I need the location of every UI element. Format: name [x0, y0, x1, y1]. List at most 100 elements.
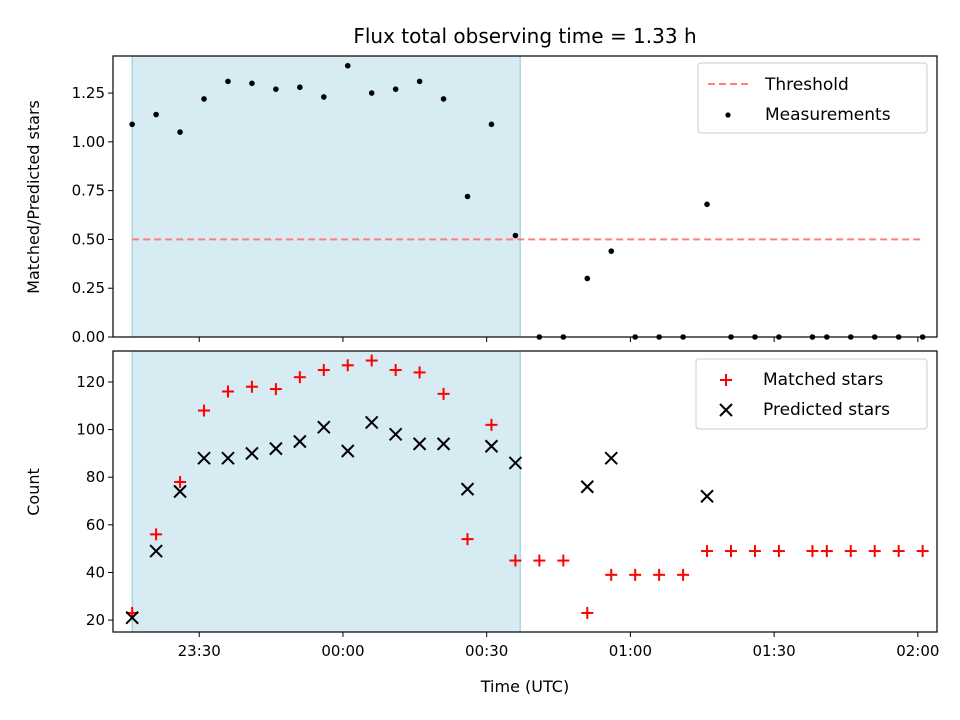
matched-star-point — [701, 545, 714, 558]
matched-star-point — [198, 404, 211, 417]
measurement-point — [584, 275, 591, 282]
matched-star-point — [461, 533, 474, 546]
matched-star-point — [748, 545, 761, 558]
matched-star-point — [916, 545, 929, 558]
legend-predicted-swatch — [719, 403, 733, 417]
x-tick-label: 02:00 — [896, 642, 939, 660]
predicted-star-point — [245, 446, 259, 461]
y-tick-label: 100 — [76, 421, 105, 439]
matched-star-point — [341, 359, 354, 372]
top-legend: Threshold Measurements — [697, 62, 928, 134]
y-tick-label: 1.00 — [72, 133, 105, 151]
predicted-star-point — [412, 437, 427, 451]
legend-measurements-label: Measurements — [765, 105, 891, 125]
predicted-star-point — [388, 427, 403, 442]
matched-star-point — [653, 568, 666, 581]
matched-star-point — [557, 554, 570, 567]
matched-star-point — [317, 364, 330, 377]
predicted-star-point — [197, 451, 211, 465]
y-tick-label: 40 — [86, 563, 105, 581]
predicted-star-point — [125, 611, 139, 625]
measurement-point — [201, 96, 207, 102]
y-tick-label: 0.00 — [72, 328, 105, 346]
matched-star-point — [629, 568, 642, 581]
predicted-star-point — [580, 480, 594, 494]
matched-star-point — [365, 354, 378, 367]
x-axis-label: Time (UTC) — [480, 677, 569, 696]
x-tick-label: 01:00 — [609, 642, 652, 660]
matched-star-point — [605, 568, 618, 581]
measurement-point — [177, 129, 183, 135]
predicted-star-point — [221, 451, 235, 465]
predicted-star-point — [460, 482, 475, 496]
matched-star-point — [725, 545, 737, 558]
legend-predicted-label: Predicted stars — [763, 400, 890, 420]
measurement-point — [440, 96, 447, 102]
y-tick-label: 0.75 — [72, 182, 105, 200]
measurement-point — [416, 78, 423, 85]
matched-star-point — [533, 554, 546, 567]
matched-star-point — [293, 371, 306, 384]
matched-star-point — [221, 385, 234, 398]
matched-star-point — [868, 545, 881, 558]
matched-star-point — [413, 366, 426, 379]
measurement-point — [512, 232, 519, 239]
matched-star-point — [820, 545, 833, 558]
y-tick-label: 20 — [86, 611, 105, 629]
matched-star-point — [806, 545, 819, 558]
bottom-legend-box — [695, 358, 928, 430]
legend-matched-swatch — [720, 374, 732, 386]
matched-star-point — [245, 380, 258, 393]
y-tick-label: 80 — [86, 468, 105, 486]
bottom-x-ticks: 23:30 00:00 00:30 01:00 01:30 02:00 — [178, 632, 939, 660]
predicted-star-point — [149, 544, 163, 558]
matched-star-point — [892, 545, 905, 558]
top-marks — [129, 62, 926, 340]
y-tick-label: 0.50 — [72, 230, 105, 248]
top-x-ticks — [198, 337, 919, 342]
predicted-star-point — [341, 444, 355, 458]
bottom-y-ticks: 20 40 60 80 100 120 — [76, 373, 113, 629]
matched-star-point — [581, 606, 594, 619]
top-shaded-span — [131, 55, 521, 338]
matched-star-point — [677, 568, 690, 581]
measurement-point — [273, 86, 279, 92]
matched-star-point — [150, 528, 163, 541]
measurement-point — [320, 94, 327, 100]
legend-measurements-swatch — [725, 112, 731, 118]
matched-star-point — [509, 554, 522, 567]
predicted-star-point — [317, 420, 331, 434]
measurement-point — [464, 193, 471, 200]
predicted-star-point — [508, 456, 523, 470]
measurement-point — [344, 62, 351, 69]
legend-matched-label: Matched stars — [763, 370, 883, 390]
bottom-panel: 20 40 60 80 100 120 23:30 00:00 00:30 01:00 01:30… — [24, 350, 939, 660]
bottom-marks — [125, 354, 929, 625]
bottom-y-axis-label: Count — [24, 468, 43, 516]
y-tick-label: 0.25 — [72, 279, 105, 297]
top-axes-frame — [112, 55, 938, 338]
legend-threshold-label: Threshold — [764, 75, 849, 95]
predicted-star-point — [269, 441, 283, 456]
y-tick-label: 60 — [86, 516, 105, 534]
matched-star-point — [772, 545, 785, 558]
y-tick-label: 1.25 — [72, 84, 105, 102]
top-y-axis-label: Matched/Predicted stars — [24, 100, 43, 294]
measurement-point — [608, 248, 615, 254]
predicted-star-point — [700, 489, 714, 503]
predicted-star-point — [173, 484, 187, 499]
x-tick-label: 00:30 — [465, 642, 508, 660]
measurement-point — [129, 121, 135, 128]
matched-star-point — [174, 475, 187, 488]
chart-title: Flux total observing time = 1.33 h — [353, 24, 696, 48]
matched-star-point — [485, 418, 498, 431]
measurement-point — [488, 121, 495, 128]
matched-star-point — [389, 364, 402, 377]
bottom-axes-frame — [112, 350, 938, 633]
predicted-star-point — [364, 415, 379, 430]
predicted-star-point — [604, 451, 618, 465]
predicted-star-point — [293, 434, 307, 449]
matched-star-point — [844, 545, 857, 558]
measurement-point — [225, 78, 231, 85]
top-y-ticks: 0.00 0.25 0.50 0.75 1.00 1.25 — [72, 84, 113, 346]
